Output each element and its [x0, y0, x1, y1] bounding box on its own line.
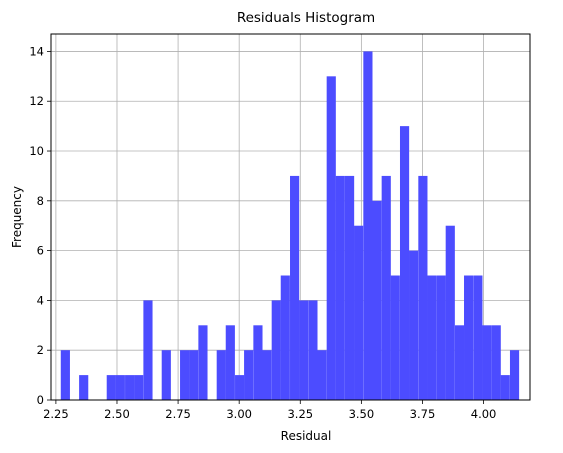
x-tick-label: 4.00 — [471, 407, 497, 421]
y-tick-label: 2 — [37, 343, 44, 357]
x-tick-label: 2.75 — [165, 407, 191, 421]
histogram-bar — [244, 350, 254, 400]
histogram-bar — [253, 325, 263, 400]
x-tick-label: 3.00 — [226, 407, 252, 421]
histogram-bar — [491, 325, 501, 400]
x-axis-ticks: 2.25 2.50 2.75 3.00 3.25 3.50 3.75 4.00 — [43, 400, 496, 421]
chart-title: Residuals Histogram — [237, 10, 375, 26]
histogram-bar — [381, 175, 391, 400]
histogram-bar — [308, 300, 318, 400]
histogram-bar — [161, 350, 171, 400]
histogram-bar — [180, 350, 190, 400]
histogram-bar — [363, 51, 373, 401]
histogram-bars — [60, 51, 520, 401]
y-tick-label: 12 — [29, 94, 44, 108]
histogram-bar — [125, 375, 135, 400]
x-tick-label: 2.50 — [104, 407, 130, 421]
histogram-bar — [290, 175, 300, 400]
x-axis-label: Residual — [281, 429, 332, 443]
histogram-bar — [464, 275, 474, 400]
histogram-bar — [354, 225, 364, 400]
y-tick-label: 0 — [37, 393, 44, 407]
y-tick-label: 6 — [37, 244, 44, 258]
histogram-bar — [271, 300, 281, 400]
x-tick-label: 3.25 — [287, 407, 313, 421]
histogram-bar — [317, 350, 327, 400]
histogram-bar — [473, 275, 483, 400]
histogram-bar — [335, 175, 345, 400]
y-axis-label: Frequency — [10, 186, 24, 248]
histogram-bar — [372, 200, 382, 400]
histogram-bar — [134, 375, 144, 400]
histogram-bar — [198, 325, 208, 400]
histogram-bar — [143, 300, 153, 400]
histogram-bar — [115, 375, 125, 400]
histogram-bar — [216, 350, 226, 400]
histogram-bar — [399, 126, 410, 401]
histogram-bar — [299, 300, 309, 400]
histogram-bar — [509, 350, 520, 400]
histogram-bar — [409, 250, 419, 400]
y-tick-label: 14 — [29, 44, 44, 58]
histogram-bar — [189, 350, 199, 400]
y-tick-label: 8 — [37, 194, 44, 208]
histogram-bar — [344, 175, 355, 400]
histogram-bar — [390, 275, 400, 400]
histogram-bar — [500, 375, 510, 400]
x-tick-label: 3.75 — [410, 407, 436, 421]
plot-frame — [50, 33, 531, 401]
x-tick-label: 2.25 — [43, 407, 69, 421]
histogram-bar — [427, 275, 437, 400]
y-tick-label: 4 — [37, 293, 44, 307]
histogram-bar — [106, 375, 116, 400]
histogram-bar — [79, 375, 89, 400]
histogram-bar — [235, 375, 245, 400]
histogram-bar — [225, 325, 235, 400]
histogram-bar — [445, 225, 455, 400]
x-tick-label: 3.50 — [349, 407, 375, 421]
histogram-bar — [326, 76, 336, 400]
histogram-bar — [436, 275, 446, 400]
y-axis-ticks: 0 2 4 6 8 10 12 14 — [29, 44, 51, 407]
histogram-bar — [454, 325, 465, 400]
histogram-bar — [482, 325, 492, 400]
y-tick-label: 10 — [29, 144, 44, 158]
histogram-bar — [280, 275, 290, 400]
histogram-bar — [418, 175, 428, 400]
histogram-bar — [262, 350, 272, 400]
histogram-bar — [60, 350, 70, 400]
